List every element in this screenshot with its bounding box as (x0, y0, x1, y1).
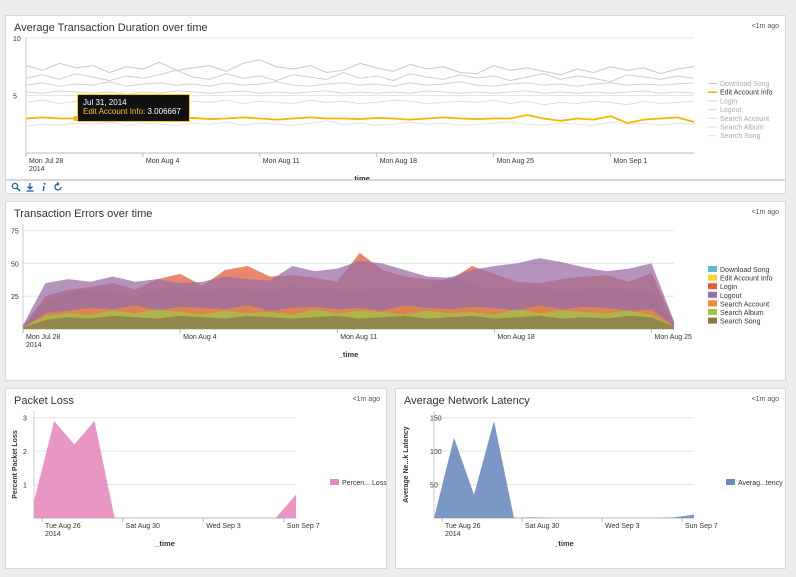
download-icon[interactable] (25, 182, 35, 192)
x-tick-label: Wed Sep 3 (605, 523, 640, 530)
legend-label: Search Album (720, 310, 764, 317)
tooltip-value: 3.006667 (147, 107, 181, 116)
legend-swatch (708, 274, 717, 281)
series-line (25, 81, 695, 87)
series-area (34, 421, 296, 518)
legend-swatch (708, 283, 717, 290)
highlight-point (73, 115, 79, 121)
legend-swatch (708, 309, 717, 315)
tooltip-label: Edit Account Info: (83, 107, 146, 116)
x-tick-label: Mon Jul 28 (29, 158, 63, 165)
x-axis-title: _time (338, 350, 359, 359)
legend-swatch (330, 479, 339, 485)
refresh-icon[interactable] (53, 182, 63, 192)
legend-label: Search Song (720, 319, 761, 326)
y-tick-label: 150 (430, 416, 442, 423)
legend-label: Search Album (720, 125, 764, 132)
x-tick-label: Mon Aug 25 (497, 158, 534, 165)
x-tick-label: Sun Sep 7 (287, 523, 320, 530)
x-tick-label: Mon Jul 28 (26, 334, 60, 341)
x-axis-title: _time (349, 174, 370, 181)
legend-label: Averag...tency (738, 480, 783, 487)
legend-label: Login (720, 284, 737, 291)
x-tick-sublabel: 2014 (45, 531, 61, 538)
last-updated: <1m ago (352, 396, 380, 403)
x-tick-label: Sat Aug 30 (126, 523, 160, 530)
series-line (25, 90, 695, 95)
last-updated: <1m ago (751, 396, 779, 403)
legend-label: Percen... Loss (342, 480, 387, 487)
x-tick-label: Mon Aug 18 (497, 334, 534, 341)
chart-tooltip: Jul 31, 2014 Edit Account Info: 3.006667 (77, 94, 190, 122)
y-axis-title: Percent Packet Loss (12, 430, 19, 499)
series-area (434, 421, 694, 518)
x-tick-label: Mon Sep 1 (614, 158, 648, 165)
x-tick-sublabel: 2014 (445, 531, 461, 538)
x-tick-sublabel: 2014 (26, 342, 42, 349)
legend-swatch (708, 300, 717, 307)
y-tick-label: 10 (13, 36, 21, 43)
panel-title: Average Network Latency (404, 395, 530, 407)
x-tick-sublabel: 2014 (29, 166, 45, 173)
x-tick-label: Mon Aug 25 (655, 334, 692, 341)
legend-label: Edit Account Info (720, 276, 773, 283)
legend-label: Search Account (720, 116, 769, 123)
legend-swatch (708, 317, 717, 324)
last-updated: <1m ago (751, 209, 779, 216)
search-icon[interactable] (11, 182, 21, 192)
x-axis-title: _time (553, 539, 574, 548)
latency-panel: Average Network Latency <1m ago 50100150… (395, 388, 786, 569)
legend-label: Search Song (720, 133, 761, 140)
packet-loss-panel: Packet Loss <1m ago 1 2 3 Tue Aug 26 2014 Sat… (5, 388, 387, 569)
panel-title: Transaction Errors over time (14, 208, 153, 220)
y-tick-label: 1 (23, 483, 27, 490)
panel-title: Packet Loss (14, 395, 74, 407)
y-tick-label: 3 (23, 416, 27, 423)
legend-label: Logout (720, 293, 741, 300)
x-tick-label: Tue Aug 26 (45, 523, 81, 530)
x-axis-title: _time (154, 539, 175, 548)
legend-label: Logout (720, 107, 741, 114)
y-tick-label: 25 (11, 294, 19, 301)
series-line (25, 69, 695, 83)
series-area (23, 315, 674, 329)
x-tick-label: Mon Aug 4 (183, 334, 217, 341)
legend-swatch (708, 291, 717, 298)
panel-toolbar (5, 180, 786, 194)
x-tick-label: Mon Aug 18 (380, 158, 417, 165)
x-tick-label: Mon Aug 11 (263, 158, 300, 165)
legend-label: Download Song (720, 267, 770, 274)
x-tick-label: Sun Sep 7 (685, 523, 718, 530)
legend-swatch (726, 479, 735, 485)
x-tick-label: Wed Sep 3 (206, 523, 241, 530)
y-axis-title: Average Ne...k Latency (403, 426, 410, 502)
x-tick-label: Tue Aug 26 (445, 523, 481, 530)
x-tick-label: Mon Aug 11 (340, 334, 377, 341)
panel-title: Average Transaction Duration over time (14, 22, 208, 34)
legend-label: Download Song (720, 81, 770, 88)
series-line (25, 120, 695, 128)
info-icon[interactable] (39, 182, 49, 192)
x-tick-label: Mon Aug 4 (146, 158, 180, 165)
x-tick-label: Sat Aug 30 (525, 523, 559, 530)
tooltip-date: Jul 31, 2014 (83, 98, 127, 107)
legend-label: Edit Account Info (720, 90, 773, 97)
y-tick-label: 5 (13, 94, 17, 101)
y-tick-label: 75 (11, 229, 19, 236)
series-line (25, 59, 695, 76)
y-tick-label: 50 (11, 261, 19, 268)
legend-label: Login (720, 98, 737, 105)
legend-label: Search Account (720, 301, 769, 308)
y-tick-label: 2 (23, 449, 27, 456)
last-updated: <1m ago (751, 23, 779, 30)
legend-swatch (708, 266, 717, 272)
y-tick-label: 100 (430, 449, 442, 456)
errors-panel: Transaction Errors over time <1m ago 25 5… (5, 201, 786, 381)
